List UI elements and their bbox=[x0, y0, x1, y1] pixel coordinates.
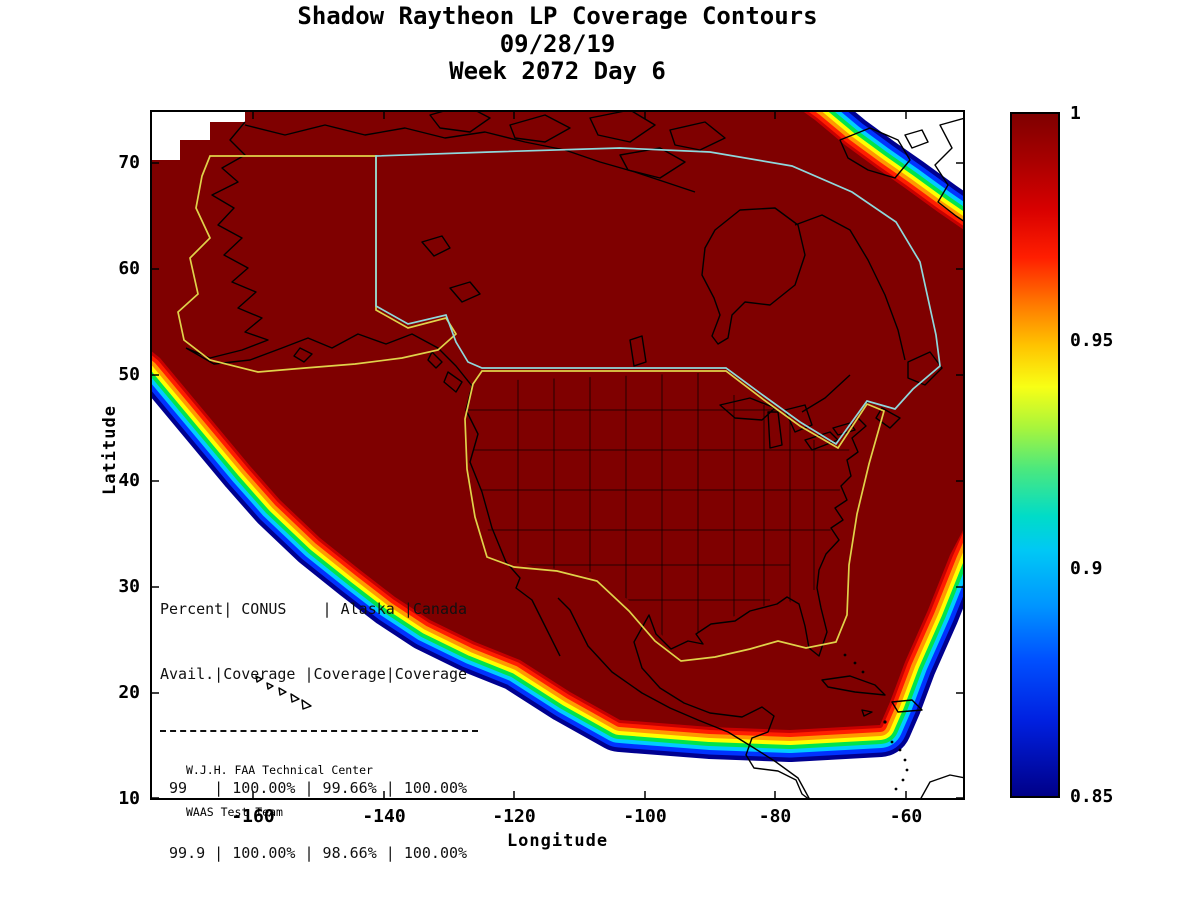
y-tick-label: 50 bbox=[118, 364, 140, 385]
northern-lakes bbox=[421, 235, 647, 367]
coverage-map-canvas bbox=[93, 53, 1027, 801]
coverage-table: Percent| CONUS | Alaska |Canada Avail.|C… bbox=[160, 556, 478, 900]
great-lakes bbox=[719, 397, 856, 451]
coastlines bbox=[185, 104, 966, 801]
x-tick-label: -80 bbox=[758, 806, 792, 827]
x-tick-label: -140 bbox=[362, 806, 406, 827]
hudson-bay bbox=[701, 207, 806, 345]
x-tick-label: -100 bbox=[623, 806, 667, 827]
credit-line: WAAS Test Team bbox=[186, 805, 283, 819]
colorbar-tick-label: 0.85 bbox=[1070, 786, 1114, 807]
availability-contour-fill bbox=[120, 80, 990, 730]
alaska-service-boundary bbox=[177, 155, 458, 373]
greenland-coastline bbox=[934, 117, 966, 223]
caribbean-islands bbox=[821, 675, 966, 801]
y-tick-label: 30 bbox=[118, 576, 140, 597]
credit-annotation: W.J.H. FAA Technical Center WAAS Test Te… bbox=[186, 735, 373, 847]
coverage-table-divider bbox=[160, 730, 478, 732]
title-week-day: Week 2072 Day 6 bbox=[449, 57, 666, 85]
credit-line: W.J.H. FAA Technical Center bbox=[186, 763, 373, 777]
y-tick-label: 60 bbox=[118, 258, 140, 279]
title-date: 09/28/19 bbox=[499, 30, 616, 58]
labrador-coastline bbox=[794, 214, 943, 429]
colorbar bbox=[1010, 112, 1060, 798]
x-tick-label: -60 bbox=[889, 806, 923, 827]
coverage-table-header-1: Percent| CONUS | Alaska |Canada bbox=[160, 600, 468, 618]
arctic-islands bbox=[429, 104, 929, 179]
y-tick-label: 40 bbox=[118, 470, 140, 491]
y-tick-label: 10 bbox=[118, 788, 140, 809]
conus-service-boundary bbox=[464, 370, 886, 662]
hawaii-islands bbox=[255, 675, 312, 710]
page-title: Shadow Raytheon LP Coverage Contours bbox=[297, 2, 818, 30]
canada-service-boundary bbox=[375, 147, 941, 446]
colorbar-tick-label: 1 bbox=[1070, 103, 1081, 124]
coverage-table-header-2: Avail.|Coverage |Coverage|Coverage bbox=[160, 664, 468, 683]
colorbar-tick-label: 0.95 bbox=[1070, 330, 1114, 351]
y-axis-label: Latitude bbox=[100, 405, 120, 495]
pacific-islands bbox=[293, 347, 463, 393]
colorbar-tick-label: 0.9 bbox=[1070, 558, 1103, 579]
x-tick-label: -160 bbox=[231, 806, 275, 827]
island-dots bbox=[843, 653, 909, 791]
y-tick-label: 70 bbox=[118, 152, 140, 173]
coverage-table-row: 99.9 | 100.00% | 98.66% | 100.00% bbox=[160, 843, 468, 862]
plot-area bbox=[93, 53, 1027, 801]
x-tick-label: -120 bbox=[492, 806, 536, 827]
x-axis-label: Longitude bbox=[506, 831, 609, 851]
coverage-table-row: 99 | 100.00% | 99.66% | 100.00% bbox=[160, 779, 468, 797]
y-tick-label: 20 bbox=[118, 682, 140, 703]
atlantic-gulf-coastline bbox=[633, 401, 869, 801]
